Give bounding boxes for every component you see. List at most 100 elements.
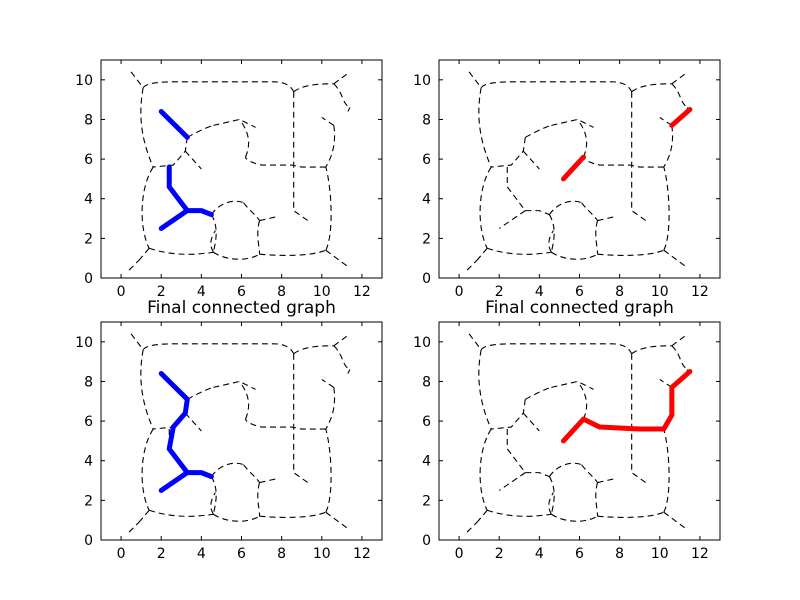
x-tick-label: 8	[277, 546, 286, 562]
y-tick-label: 4	[422, 454, 431, 470]
panel-bottom-left: Final connected graph 0 2 4 6 8 10 12 0 2 4 6 8 10	[75, 298, 383, 562]
y-tick-label: 2	[422, 493, 431, 509]
roadmap-edge	[476, 247, 488, 261]
y-tick-label: 0	[422, 533, 431, 549]
roadmap-edge	[325, 166, 332, 251]
roadmap-edge	[140, 87, 154, 168]
roadmap-edge	[244, 156, 326, 168]
roadmap-edge	[244, 418, 326, 430]
roadmap-edge	[347, 369, 351, 374]
y-tick-label: 4	[84, 454, 93, 470]
roadmap-edge	[138, 509, 150, 523]
roadmap-edge	[333, 83, 351, 109]
x-tick-label: 12	[691, 546, 709, 562]
roadmap-edge	[243, 202, 261, 221]
roadmap-edge	[347, 107, 351, 112]
y-tick-label: 10	[413, 73, 431, 89]
x-tick-label: 12	[353, 546, 371, 562]
roadmap-edge	[325, 511, 351, 531]
x-tick-label: 4	[197, 546, 206, 562]
roadmap-edge	[130, 333, 144, 351]
y-tick-label: 0	[84, 533, 93, 549]
x-tick-label: 4	[535, 546, 544, 562]
roadmap-edge	[184, 150, 202, 170]
roadmap-edge	[333, 345, 351, 371]
y-tick-label: 4	[84, 192, 93, 208]
roadmap-edges	[466, 71, 689, 271]
x-tick-label: 2	[157, 284, 166, 300]
x-tick-label: 10	[313, 284, 331, 300]
roadmap-edge	[210, 214, 217, 253]
roadmap-edge	[548, 230, 554, 253]
roadmap-edge	[321, 379, 335, 388]
roadmap-edge	[498, 472, 526, 491]
roadmap-edge	[548, 462, 582, 477]
roadmap-edge	[595, 482, 599, 517]
roadmap-edge	[480, 343, 633, 354]
roadmap-edge	[140, 349, 154, 430]
roadmap-edge	[498, 210, 526, 229]
x-tick-label: 6	[237, 284, 246, 300]
y-tick-label: 8	[84, 112, 93, 128]
roadmap-edge	[479, 428, 492, 511]
roadmap-edge	[595, 220, 599, 255]
roadmap-edge	[631, 83, 672, 93]
roadmap-edge	[333, 333, 351, 347]
panel-top-left: 0 2 4 6 8 10 12 0 2 4 6 8 10	[75, 59, 383, 300]
roadmap-edge	[259, 511, 327, 518]
roadmap-edge	[293, 353, 309, 483]
roadmap-edge	[243, 464, 261, 483]
roadmap-edge	[525, 124, 552, 138]
x-tick-label: 6	[237, 546, 246, 562]
connected-path	[669, 107, 693, 128]
roadmap-edge	[480, 81, 633, 92]
roadmap-edge	[130, 71, 144, 89]
panel-title: Final connected graph	[147, 298, 336, 318]
x-tick-label: 0	[117, 546, 126, 562]
roadmap-edge	[210, 492, 216, 515]
x-tick-label: 4	[535, 284, 544, 300]
roadmap-edge	[663, 125, 674, 168]
roadmap-edge	[631, 345, 672, 355]
panel-bottom-right: Final connected graph 0 2 4 6 8 10 12 0 2 4 6 8 10	[413, 298, 721, 562]
roadmap-edge	[210, 462, 244, 477]
connected-path	[158, 208, 190, 231]
x-tick-label: 6	[575, 546, 584, 562]
roadmap-edge	[213, 513, 260, 522]
y-tick-label: 0	[422, 271, 431, 287]
roadmap-edge	[468, 71, 482, 89]
roadmap-edge	[522, 150, 540, 170]
x-tick-label: 8	[615, 546, 624, 562]
y-tick-label: 6	[422, 414, 431, 430]
y-tick-label: 4	[422, 192, 431, 208]
panel-top-right: 0 2 4 6 8 10 12 0 2 4 6 8 10	[413, 59, 721, 300]
roadmap-edge	[138, 247, 150, 261]
y-tick-label: 10	[75, 73, 93, 89]
y-tick-label: 0	[84, 271, 93, 287]
roadmap-edge	[486, 247, 552, 255]
roadmap-edge	[259, 249, 327, 256]
roadmap-edge	[293, 83, 334, 93]
roadmap-edge	[597, 478, 616, 484]
roadmap-edge	[239, 119, 250, 158]
panel-title: Final connected graph	[485, 298, 674, 318]
roadmap-edge	[663, 511, 689, 531]
roadmap-edge	[321, 117, 335, 126]
y-tick-label: 6	[84, 152, 93, 168]
y-tick-label: 6	[84, 414, 93, 430]
roadmap-edge	[491, 137, 526, 168]
roadmap-edge	[577, 119, 588, 158]
roadmap-edge	[468, 333, 482, 351]
roadmap-edge	[259, 478, 278, 484]
x-tick-label: 8	[277, 284, 286, 300]
y-tick-label: 8	[84, 374, 93, 390]
roadmap-edge	[142, 343, 295, 354]
roadmap-edge	[631, 353, 647, 483]
roadmap-edge	[325, 387, 336, 430]
roadmap-edge	[257, 220, 261, 255]
x-tick-label: 12	[691, 284, 709, 300]
connected-path	[560, 369, 693, 444]
roadmap-edge	[142, 81, 295, 92]
roadmap-edge	[466, 521, 478, 533]
roadmap-edge	[548, 200, 582, 215]
